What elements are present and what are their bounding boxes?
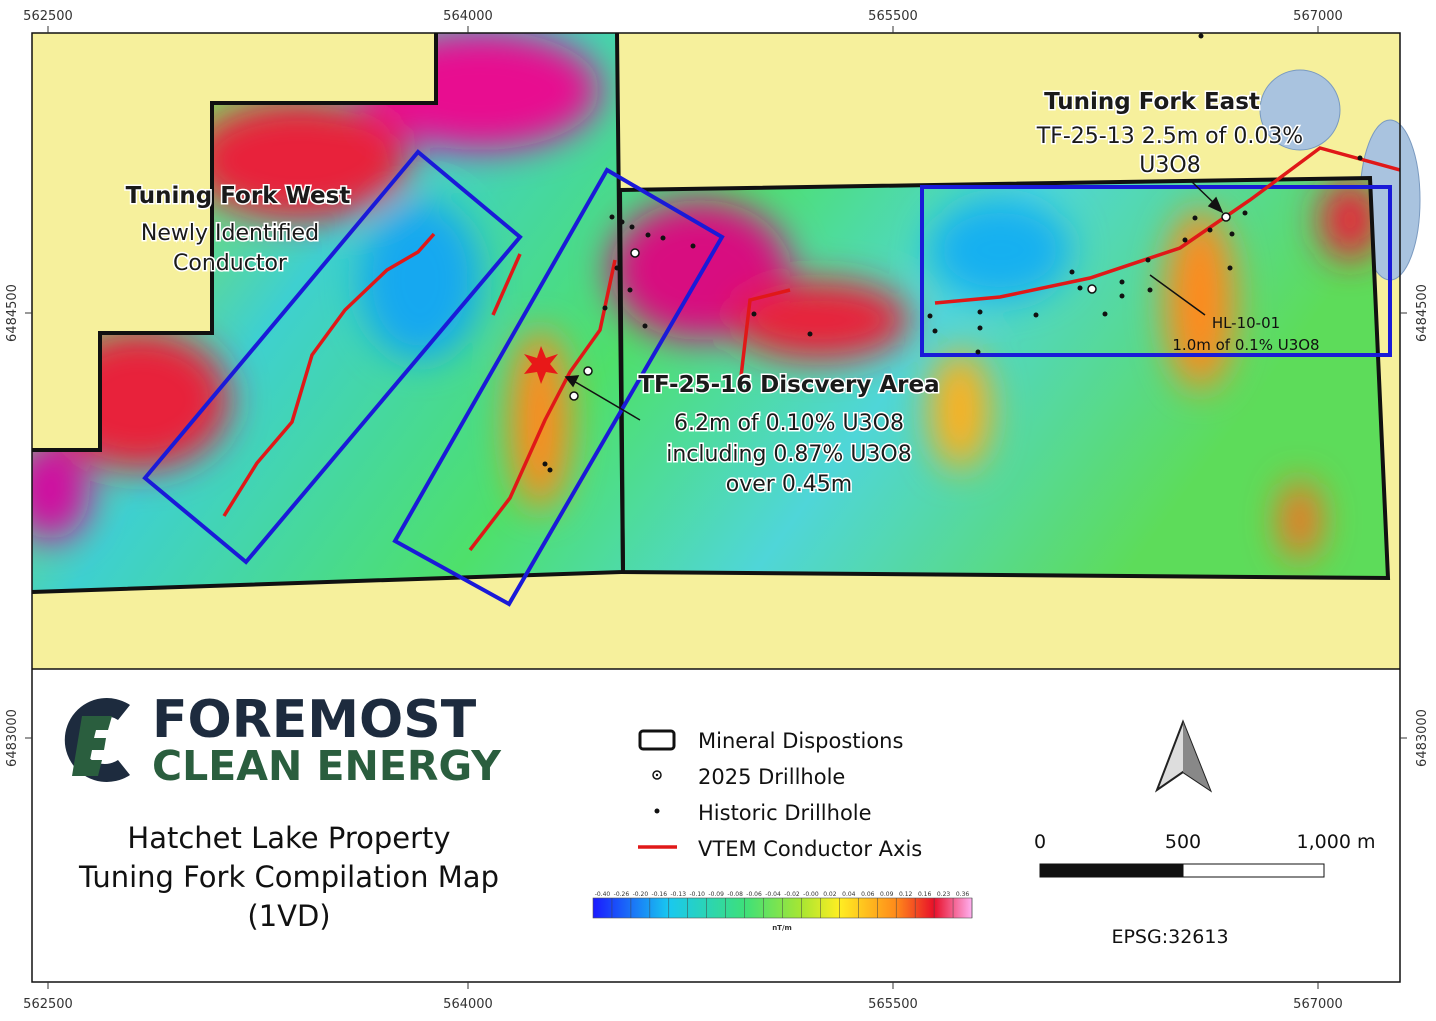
scale-bar [1182, 863, 1325, 878]
colorbar-label: -0.08 [727, 891, 743, 898]
colorbar-label: -0.09 [708, 891, 724, 898]
coordinate-label: 565500 [868, 9, 918, 24]
logo-text: CLEAN ENERGY [152, 742, 502, 790]
label: 1.0m of 0.1% U3O8 [1172, 336, 1319, 354]
scale-bar [1039, 863, 1184, 878]
coordinate-label: 564000 [443, 9, 493, 24]
legend-symbol [654, 808, 660, 814]
colorbar-label: 0.09 [880, 891, 894, 898]
colorbar-label: -0.20 [633, 891, 649, 898]
colorbar-label: 0.36 [956, 891, 970, 898]
scale-label: 1,000 m [1297, 831, 1376, 853]
target-areas [142, 149, 1392, 607]
label: Newly Identified [141, 221, 319, 246]
map-title: Hatchet Lake Property [127, 821, 450, 855]
logo-text: FOREMOST [152, 690, 477, 750]
colorbar-labels: -0.40 -0.26 -0.20 -0.16 -0.13 -0.10 -0.09 -0.08… [595, 891, 973, 918]
drillholes-2025 [569, 212, 1231, 401]
north-arrow [1183, 722, 1210, 790]
colorbar-label: 0.12 [899, 891, 913, 898]
legend-label: 2025 Drillhole [698, 765, 845, 789]
colorbar-unit: nT/m [772, 924, 792, 932]
conductor-axes [222, 146, 1401, 552]
legend-symbol [655, 773, 659, 777]
legend-symbol [638, 729, 676, 751]
legend-label: Historic Drillhole [698, 801, 872, 825]
colorbar-label: 0.06 [861, 891, 875, 898]
colorbar-label: 0.16 [918, 891, 932, 898]
label: Tuning Fork West [126, 183, 351, 209]
coordinate-label: 567000 [1293, 9, 1343, 24]
lake [1259, 69, 1341, 151]
colorbar-label: 0.02 [823, 891, 837, 898]
colorbar-label: -0.06 [746, 891, 762, 898]
coordinate-label: 567000 [1293, 997, 1343, 1012]
label: over 0.45m [726, 472, 852, 497]
coordinate-label: 6483000 [1415, 709, 1430, 767]
mineral-dispositions [31, 32, 1391, 594]
coordinate-label: 565500 [868, 997, 918, 1012]
coordinate-labels: 562500 564000 565500 567000 562500 564000 5655… [5, 9, 1430, 1012]
colorbar-label: -0.26 [614, 891, 630, 898]
coordinate-label: 6483000 [5, 709, 20, 767]
projection: EPSG:32613 [1111, 926, 1228, 948]
frame [31, 32, 1401, 983]
map-title: (1VD) [247, 899, 330, 933]
label: TF-25-13 2.5m of 0.03% [1036, 124, 1303, 149]
legend-label: VTEM Conductor Axis [698, 837, 922, 861]
label: U3O8 [1139, 153, 1200, 178]
colorbar-label: -0.02 [784, 891, 800, 898]
label: TF-25-16 Discvery Area [638, 372, 939, 398]
label: Tuning Fork East [1044, 89, 1260, 115]
colorbar-label: -0.04 [765, 891, 781, 898]
scale-label: 0 [1034, 831, 1046, 853]
historic-drillholes [542, 33, 1363, 473]
legend-label: Mineral Dispostions [698, 729, 903, 753]
colorbar-label: -0.16 [652, 891, 668, 898]
scale-label: 500 [1165, 831, 1201, 853]
label: Conductor [173, 251, 288, 276]
coordinate-label: 562500 [23, 997, 73, 1012]
label: HL-10-01 [1212, 314, 1280, 332]
colorbar-label: -0.13 [671, 891, 687, 898]
coordinate-label: 564000 [443, 997, 493, 1012]
label: including 0.87% U3O8 [666, 442, 911, 467]
coordinate-label: 6484500 [1415, 284, 1430, 342]
colorbar-label: -0.00 [803, 891, 819, 898]
colorbar-label: 0.23 [937, 891, 951, 898]
colorbar-label: -0.10 [689, 891, 705, 898]
label: 6.2m of 0.10% U3O8 [674, 411, 904, 436]
colorbar-label: 0.04 [842, 891, 856, 898]
colorbar-label: -0.40 [595, 891, 611, 898]
callout-arrows [564, 179, 1224, 421]
discovery-star [524, 346, 558, 384]
coordinate-label: 562500 [23, 9, 73, 24]
coordinate-label: 6484500 [5, 284, 20, 342]
map-title: Tuning Fork Compilation Map [78, 860, 499, 894]
logo: FOREMOST CLEAN ENERGY [64, 690, 502, 790]
